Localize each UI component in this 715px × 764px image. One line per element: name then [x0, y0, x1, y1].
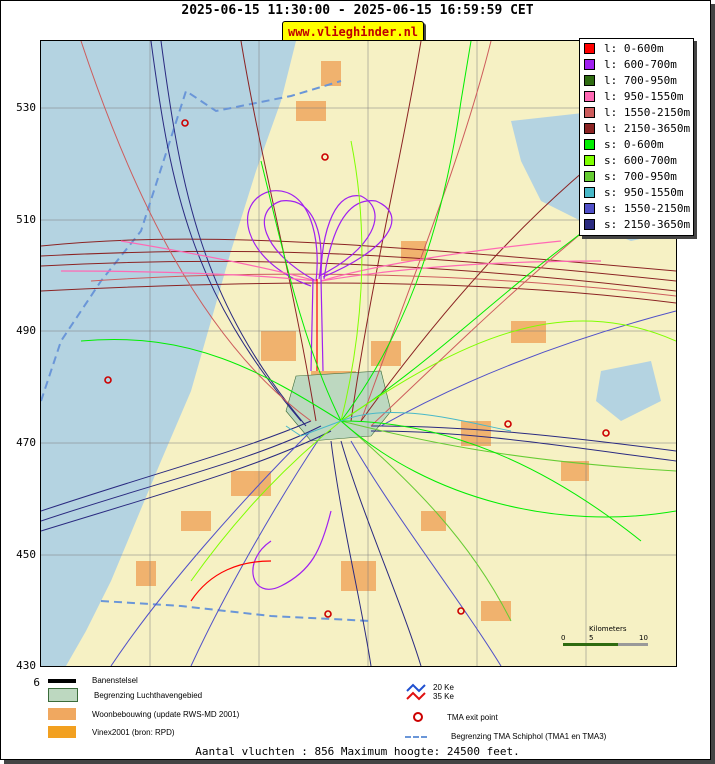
map-canvas: Kilometers 0 5 10	[41, 41, 676, 666]
legend-swatch	[584, 154, 595, 166]
map-legend: Banenstelsel Begrenzing Luchthavengebied…	[40, 668, 672, 744]
legend-swatch	[584, 186, 595, 198]
legend-row: l: 2150-3650m	[584, 121, 690, 135]
altitude-legend: l: 0-600m l: 600-700m l: 700-950m l: 950…	[579, 38, 694, 236]
y-tick-490: 490	[16, 324, 36, 337]
north-sea	[41, 41, 296, 666]
runway-swatch	[48, 678, 76, 683]
legend-label: s: 950-1550m	[604, 185, 684, 199]
legend-swatch	[584, 202, 595, 214]
legend-swatch	[584, 58, 595, 70]
y-tick-530: 530	[16, 101, 36, 114]
legend-vinex: Vinex2001 (bron: RPD)	[48, 726, 175, 738]
ke35-label: 35 Ke	[433, 692, 454, 701]
y-tick-450: 450	[16, 548, 36, 561]
legend-swatch	[584, 90, 595, 102]
legend-tma-exit: TMA exit point	[413, 712, 498, 722]
legend-airport-boundary: Begrenzing Luchthavengebied	[48, 688, 202, 702]
legend-tma-boundary: Begrenzing TMA Schiphol (TMA1 en TMA3)	[405, 732, 606, 741]
y-tick-430: 430	[16, 659, 36, 672]
ke20-label: 20 Ke	[433, 683, 454, 692]
legend-row: s: 700-950m	[584, 169, 677, 183]
y-tick-510: 510	[16, 213, 36, 226]
legend-row: s: 950-1550m	[584, 185, 683, 199]
tma-boundary-swatch	[405, 735, 427, 738]
legend-swatch	[584, 74, 595, 86]
scale-label-0: 0	[561, 634, 565, 642]
legend-label: s: 2150-3650m	[604, 217, 691, 231]
noise-contour-icon	[406, 683, 426, 701]
airport-boundary-label: Begrenzing Luchthavengebied	[94, 690, 203, 700]
vinex-swatch	[48, 726, 76, 738]
legend-row: l: 0-600m	[584, 41, 664, 55]
legend-swatch	[584, 218, 595, 230]
legend-label: l: 700-950m	[604, 73, 677, 87]
legend-row: s: 1550-2150m	[584, 201, 690, 215]
tma-exit-label: TMA exit point	[447, 712, 498, 722]
legend-label: l: 1550-2150m	[604, 105, 691, 119]
vinex-label: Vinex2001 (bron: RPD)	[92, 727, 175, 737]
legend-swatch	[584, 170, 595, 182]
legend-label: s: 700-950m	[604, 169, 677, 183]
scale-title: Kilometers	[589, 625, 627, 633]
flight-tracks-approach	[60, 190, 602, 602]
legend-noise-contours: 20 Ke 35 Ke	[405, 682, 454, 702]
lake	[596, 361, 661, 421]
housing-swatch	[48, 708, 76, 720]
flight-summary: Aantal vluchten : 856 Maximum hoogte: 24…	[195, 745, 520, 758]
legend-row: l: 1550-2150m	[584, 105, 690, 119]
legend-row: s: 0-600m	[584, 137, 664, 151]
legend-swatch	[584, 42, 595, 54]
legend-label: l: 600-700m	[604, 57, 677, 71]
scale-label-5: 5	[589, 634, 593, 642]
legend-label: s: 1550-2150m	[604, 201, 691, 215]
legend-row: l: 700-950m	[584, 73, 677, 87]
legend-housing: Woonbebouwing (update RWS-MD 2001)	[48, 708, 239, 720]
time-range-title: 2025-06-15 11:30:00 - 2025-06-15 16:59:5…	[181, 3, 534, 18]
legend-label: l: 950-1550m	[604, 89, 684, 103]
legend-row: s: 600-700m	[584, 153, 677, 167]
legend-row: s: 2150-3650m	[584, 217, 690, 231]
runways-label: Banenstelsel	[92, 676, 138, 685]
legend-runways: Banenstelsel	[48, 676, 138, 685]
housing-areas	[136, 61, 589, 621]
legend-label: l: 0-600m	[604, 41, 664, 55]
legend-label: s: 600-700m	[604, 153, 677, 167]
y-tick-470: 470	[16, 436, 36, 449]
scale-bar: Kilometers 0 5 10	[561, 625, 648, 646]
site-badge[interactable]: www.vlieghinder.nl	[282, 21, 424, 44]
flight-track-map[interactable]: Kilometers 0 5 10	[40, 40, 677, 667]
legend-label: s: 0-600m	[604, 137, 664, 151]
legend-swatch	[584, 122, 595, 134]
exit-point-icon	[413, 712, 423, 722]
tma-boundary	[41, 80, 342, 402]
legend-row: l: 600-700m	[584, 57, 677, 71]
legend-label: l: 2150-3650m	[604, 121, 691, 135]
housing-label: Woonbebouwing (update RWS-MD 2001)	[92, 709, 240, 719]
airport-swatch	[48, 688, 78, 702]
airport-area	[285, 370, 392, 442]
legend-swatch	[584, 106, 595, 118]
scale-label-10: 10	[639, 634, 648, 642]
tma-boundary-south	[100, 600, 372, 622]
tma-exit-points	[104, 119, 610, 618]
tma-boundary-label: Begrenzing TMA Schiphol (TMA1 en TMA3)	[451, 732, 607, 741]
legend-swatch	[584, 138, 595, 150]
legend-row: l: 950-1550m	[584, 89, 683, 103]
